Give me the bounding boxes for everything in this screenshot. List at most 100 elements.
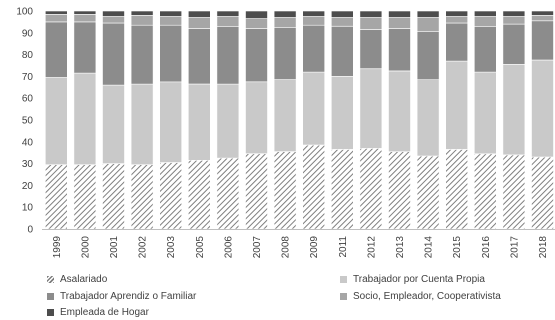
bar-segment: [531, 10, 554, 16]
y-tick-label: 70: [22, 72, 34, 83]
bar-segment: [445, 22, 469, 62]
bar-segment: [130, 24, 154, 85]
bar-segment: [416, 31, 440, 81]
x-tick-label: 2012: [366, 236, 377, 259]
bar-segment: [531, 59, 554, 158]
bar-segment: [188, 160, 211, 230]
x-tick-label: 2018: [538, 236, 549, 259]
bar-segment: [216, 16, 240, 27]
bar-segment: [502, 23, 526, 65]
bar-segment: [359, 10, 383, 18]
y-tick-label: 80: [22, 50, 34, 61]
bar-segment: [216, 10, 240, 17]
bar-segment: [330, 17, 354, 27]
bar-segment: [359, 148, 383, 230]
bar-segment: [502, 64, 526, 156]
bar-segment: [73, 164, 97, 230]
bar-segment: [416, 10, 440, 18]
y-tick-label: 20: [22, 181, 34, 192]
bar-segment: [502, 16, 526, 25]
y-tick-label: 10: [22, 203, 34, 214]
x-axis: 1999 2000 2001 2002 2003 2005 2006 2007 2008 2009…: [42, 229, 555, 259]
y-tick-label: 30: [22, 159, 34, 170]
bar-segment: [330, 149, 354, 230]
bar-segment: [102, 10, 125, 17]
bar-segment: [44, 10, 68, 15]
bar-segment: [188, 83, 211, 161]
bar-segment: [216, 83, 240, 159]
bar-segment: [102, 163, 125, 230]
bar-segment: [388, 17, 411, 29]
bar-segment: [216, 25, 240, 85]
bar-segment: [302, 10, 326, 17]
bar-segment: [188, 17, 211, 29]
bar-segment: [359, 17, 383, 30]
bar-segment: [44, 164, 68, 230]
bar-segment: [159, 10, 182, 17]
bar-segment: [130, 10, 154, 16]
bar-segment: [73, 21, 97, 74]
bar-segment: [473, 10, 497, 17]
bar-segment: [388, 70, 411, 152]
bar-segment: [102, 84, 125, 164]
bar-segment: [159, 16, 182, 26]
x-tick-label: 2016: [481, 236, 492, 259]
bar-segment: [473, 25, 497, 73]
bar-segment: [473, 71, 497, 155]
y-tick-label: 100: [16, 7, 33, 18]
x-tick-label: 2014: [424, 236, 435, 259]
x-tick-label: 2001: [109, 236, 120, 259]
bar-segment: [359, 68, 383, 149]
bar-segment: [245, 153, 268, 230]
bar-segment: [159, 24, 182, 83]
bar-segment: [273, 10, 297, 18]
y-tick-label: 60: [22, 94, 34, 105]
bar-segment: [273, 79, 297, 152]
x-tick-label: 2000: [80, 236, 91, 259]
bar-segment: [416, 79, 440, 157]
bar-segment: [416, 17, 440, 32]
x-tick-label: 2009: [309, 236, 320, 259]
bar-segment: [159, 81, 182, 163]
bar-segment: [330, 25, 354, 77]
x-tick-label: 2006: [223, 236, 234, 259]
y-tick-label: 90: [22, 28, 34, 39]
bar-segment: [44, 21, 68, 78]
y-tick-label: 50: [22, 116, 34, 127]
x-tick-label: 2017: [509, 236, 520, 259]
bar-segment: [245, 28, 268, 83]
bar-segment: [473, 16, 497, 27]
bar-segment: [502, 154, 526, 230]
bar-segment: [188, 28, 211, 85]
bar-segment: [73, 10, 97, 15]
bar-segment: [245, 18, 268, 29]
bar-segment: [302, 16, 326, 26]
bar-segment: [359, 29, 383, 70]
y-tick-label: 0: [27, 225, 33, 236]
bar-segment: [388, 10, 411, 18]
bar-segment: [216, 157, 240, 230]
bar-segment: [102, 22, 125, 86]
bar-segment: [388, 151, 411, 230]
x-tick-label: 2003: [166, 236, 177, 259]
bar-segment: [188, 10, 211, 18]
bar-segment: [502, 10, 526, 17]
y-tick-label: 40: [22, 137, 34, 148]
bars-group: [44, 10, 554, 230]
bar-segment: [73, 72, 97, 165]
bar-segment: [102, 16, 125, 24]
bar-segment: [416, 155, 440, 230]
x-tick-label: 2005: [195, 236, 206, 259]
bar-segment: [531, 20, 554, 61]
bar-segment: [44, 14, 68, 23]
x-tick-label: 2002: [138, 236, 149, 259]
x-tick-label: 1999: [52, 236, 63, 259]
x-tick-label: 2008: [281, 236, 292, 259]
bar-segment: [302, 24, 326, 73]
bar-segment: [330, 10, 354, 18]
bar-segment: [302, 144, 326, 230]
bar-segment: [245, 81, 268, 155]
bar-segment: [130, 83, 154, 165]
bar-segment: [130, 164, 154, 230]
